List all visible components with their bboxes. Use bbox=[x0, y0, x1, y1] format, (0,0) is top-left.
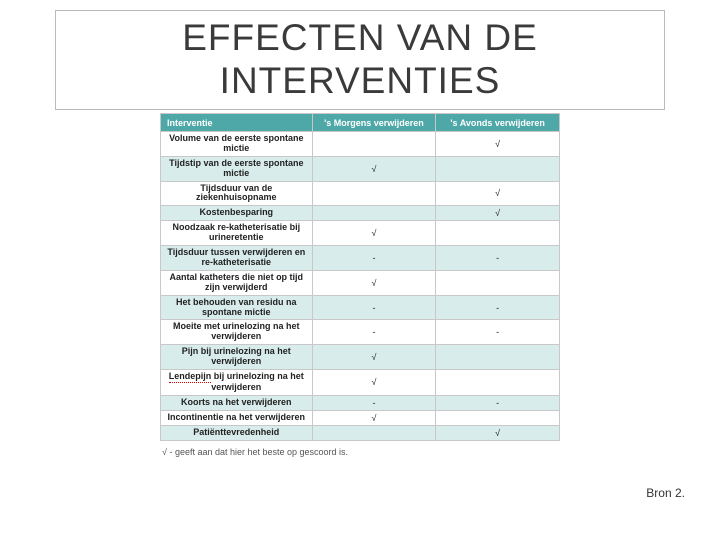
row-label: Tijdsduur van de ziekenhuisopname bbox=[161, 181, 313, 206]
cell-evening bbox=[436, 410, 560, 425]
row-label: Pijn bij urinelozing na het verwijderen bbox=[161, 345, 313, 370]
cell-morning bbox=[312, 425, 436, 440]
table-row: Patiënttevredenheid √ bbox=[161, 425, 560, 440]
cell-morning: √ bbox=[312, 370, 436, 396]
col-interventie: Interventie bbox=[161, 114, 313, 132]
effects-table: Interventie 's Morgens verwijderen 's Av… bbox=[160, 113, 560, 441]
cell-morning: - bbox=[312, 395, 436, 410]
cell-evening: - bbox=[436, 395, 560, 410]
cell-morning: - bbox=[312, 295, 436, 320]
cell-evening bbox=[436, 270, 560, 295]
col-morgens: 's Morgens verwijderen bbox=[312, 114, 436, 132]
row-label: Incontinentie na het verwijderen bbox=[161, 410, 313, 425]
cell-evening: √ bbox=[436, 206, 560, 221]
cell-evening bbox=[436, 370, 560, 396]
row-label: Moeite met urinelozing na het verwijdere… bbox=[161, 320, 313, 345]
slide: EFFECTEN VAN DE INTERVENTIES Interventie… bbox=[0, 0, 720, 540]
cell-evening bbox=[436, 156, 560, 181]
cell-morning: √ bbox=[312, 221, 436, 246]
table-row: Tijdstip van de eerste spontane mictie√ bbox=[161, 156, 560, 181]
table-row: Aantal katheters die niet op tijd zijn v… bbox=[161, 270, 560, 295]
row-label: Lendepijn bij urinelozing na het verwijd… bbox=[161, 370, 313, 396]
cell-morning: √ bbox=[312, 156, 436, 181]
table-row: Tijdsduur van de ziekenhuisopname √ bbox=[161, 181, 560, 206]
table-row: Noodzaak re-katheterisatie bij urinerete… bbox=[161, 221, 560, 246]
cell-evening: - bbox=[436, 246, 560, 271]
row-label: Patiënttevredenheid bbox=[161, 425, 313, 440]
table-row: Koorts na het verwijderen-- bbox=[161, 395, 560, 410]
table-row: Incontinentie na het verwijderen√ bbox=[161, 410, 560, 425]
table-row: Lendepijn bij urinelozing na het verwijd… bbox=[161, 370, 560, 396]
table-header-row: Interventie 's Morgens verwijderen 's Av… bbox=[161, 114, 560, 132]
source-label: Bron 2. bbox=[646, 486, 685, 500]
effects-table-wrap: Interventie 's Morgens verwijderen 's Av… bbox=[160, 113, 560, 441]
cell-morning bbox=[312, 206, 436, 221]
row-label: Aantal katheters die niet op tijd zijn v… bbox=[161, 270, 313, 295]
cell-morning: - bbox=[312, 246, 436, 271]
row-label: Tijdstip van de eerste spontane mictie bbox=[161, 156, 313, 181]
cell-evening: - bbox=[436, 295, 560, 320]
page-title: EFFECTEN VAN DE INTERVENTIES bbox=[56, 17, 664, 102]
cell-morning bbox=[312, 132, 436, 157]
table-row: Volume van de eerste spontane mictie √ bbox=[161, 132, 560, 157]
row-label: Tijdsduur tussen verwijderen en re-kathe… bbox=[161, 246, 313, 271]
cell-evening: √ bbox=[436, 132, 560, 157]
table-row: Pijn bij urinelozing na het verwijderen√ bbox=[161, 345, 560, 370]
title-box: EFFECTEN VAN DE INTERVENTIES bbox=[55, 10, 665, 110]
table-row: Tijdsduur tussen verwijderen en re-kathe… bbox=[161, 246, 560, 271]
cell-evening: - bbox=[436, 320, 560, 345]
cell-morning: - bbox=[312, 320, 436, 345]
row-label: Noodzaak re-katheterisatie bij urinerete… bbox=[161, 221, 313, 246]
table-row: Het behouden van residu na spontane mict… bbox=[161, 295, 560, 320]
table-row: Kostenbesparing √ bbox=[161, 206, 560, 221]
row-label: Het behouden van residu na spontane mict… bbox=[161, 295, 313, 320]
col-avonds: 's Avonds verwijderen bbox=[436, 114, 560, 132]
row-label: Volume van de eerste spontane mictie bbox=[161, 132, 313, 157]
cell-evening bbox=[436, 345, 560, 370]
table-row: Moeite met urinelozing na het verwijdere… bbox=[161, 320, 560, 345]
row-label: Kostenbesparing bbox=[161, 206, 313, 221]
cell-morning: √ bbox=[312, 410, 436, 425]
cell-evening: √ bbox=[436, 181, 560, 206]
cell-evening: √ bbox=[436, 425, 560, 440]
cell-morning: √ bbox=[312, 345, 436, 370]
row-label: Koorts na het verwijderen bbox=[161, 395, 313, 410]
table-footnote: √ - geeft aan dat hier het beste op gesc… bbox=[162, 447, 348, 457]
cell-evening bbox=[436, 221, 560, 246]
cell-morning bbox=[312, 181, 436, 206]
cell-morning: √ bbox=[312, 270, 436, 295]
